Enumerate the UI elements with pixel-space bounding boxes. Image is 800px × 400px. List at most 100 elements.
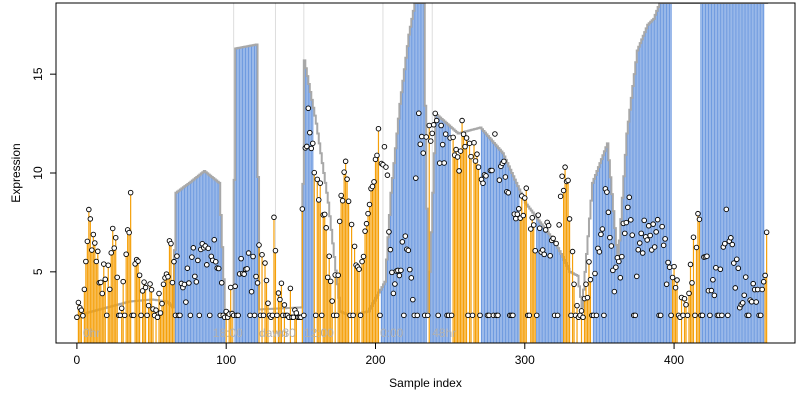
data-point: [717, 266, 724, 273]
data-point: [586, 259, 592, 265]
data-point: [680, 312, 686, 319]
data-point: [542, 227, 549, 233]
data-point: [171, 258, 177, 265]
data-point: [626, 194, 633, 201]
data-point: [350, 312, 356, 319]
data-point: [274, 312, 280, 319]
data-point: [111, 245, 117, 251]
data-point: [432, 110, 438, 117]
data-point: [318, 312, 325, 319]
chart-labels: Sample index Expression: [9, 143, 462, 390]
data-point: [215, 265, 222, 272]
data-point: [547, 252, 553, 259]
data-point: [689, 280, 695, 286]
data-point: [104, 312, 110, 319]
data-point: [483, 173, 489, 179]
data-point: [468, 153, 474, 160]
data-point: [250, 253, 256, 260]
fitted-step-line: [76, 3, 769, 317]
data-point: [401, 312, 407, 319]
plot-area: 0hr 18:00 dawn+30 12:00 0:00 48hr: [74, 3, 770, 343]
data-point: [480, 180, 486, 186]
data-point: [463, 135, 470, 141]
data-point: [545, 222, 552, 229]
data-point: [692, 312, 698, 319]
data-point: [601, 312, 607, 319]
data-point: [578, 308, 585, 314]
data-point: [460, 131, 467, 137]
data-point: [324, 274, 331, 281]
data-point: [187, 312, 194, 319]
data-point: [436, 160, 443, 166]
data-point: [454, 154, 461, 160]
data-point: [117, 312, 123, 319]
data-point: [307, 129, 313, 136]
data-point: [459, 117, 465, 124]
data-point: [342, 158, 349, 165]
data-point: [686, 290, 692, 297]
data-point: [407, 266, 413, 273]
data-point: [599, 226, 606, 232]
data-point: [371, 179, 377, 185]
data-point: [87, 216, 94, 222]
x-tick-label: 100: [216, 353, 236, 367]
data-point: [193, 279, 200, 285]
data-point: [457, 148, 464, 154]
data-point: [741, 292, 747, 298]
data-point: [177, 312, 183, 319]
data-point: [465, 312, 471, 319]
data-point: [314, 176, 321, 183]
data-point: [439, 141, 446, 148]
data-point: [502, 174, 509, 180]
data-point: [641, 217, 647, 224]
data-point: [389, 269, 395, 276]
data-point: [565, 177, 571, 184]
data-point: [725, 312, 731, 319]
data-point: [635, 247, 641, 253]
data-point: [510, 312, 516, 319]
data-point: [598, 231, 604, 238]
segment-label: 0:00: [380, 326, 404, 340]
data-point: [102, 276, 109, 283]
data-point: [84, 238, 91, 245]
data-point: [616, 258, 622, 265]
data-point: [138, 312, 144, 319]
data-point: [477, 312, 483, 319]
data-point: [333, 312, 340, 319]
data-point: [596, 249, 603, 255]
data-point: [734, 256, 740, 263]
axes: 0 100 200 300 400 5 10 15: [31, 2, 796, 367]
data-point: [605, 209, 612, 216]
data-point: [377, 312, 383, 319]
data-point: [345, 198, 352, 205]
data-point: [311, 169, 318, 176]
data-point: [308, 145, 315, 152]
data-point: [93, 258, 100, 265]
data-point: [375, 125, 382, 132]
data-point: [275, 290, 282, 296]
data-point: [245, 250, 252, 256]
data-point: [492, 131, 498, 137]
y-tick-label: 5: [31, 268, 45, 275]
data-point: [533, 312, 540, 319]
y-tick-label: 10: [31, 166, 45, 180]
data-point: [750, 280, 756, 287]
data-point: [390, 290, 397, 297]
data-point: [728, 235, 734, 241]
data-point: [722, 240, 728, 247]
data-point: [156, 290, 162, 297]
data-point: [687, 261, 694, 268]
data-point: [184, 265, 191, 271]
data-point: [662, 236, 668, 242]
data-point: [186, 280, 192, 286]
data-point: [304, 143, 310, 150]
data-point: [241, 271, 247, 277]
data-point: [89, 247, 95, 253]
data-point: [95, 248, 101, 255]
data-point: [310, 140, 316, 147]
data-point: [592, 270, 598, 277]
data-point: [748, 298, 755, 305]
data-point: [529, 215, 535, 221]
data-point: [539, 247, 546, 253]
data-point: [654, 216, 661, 223]
